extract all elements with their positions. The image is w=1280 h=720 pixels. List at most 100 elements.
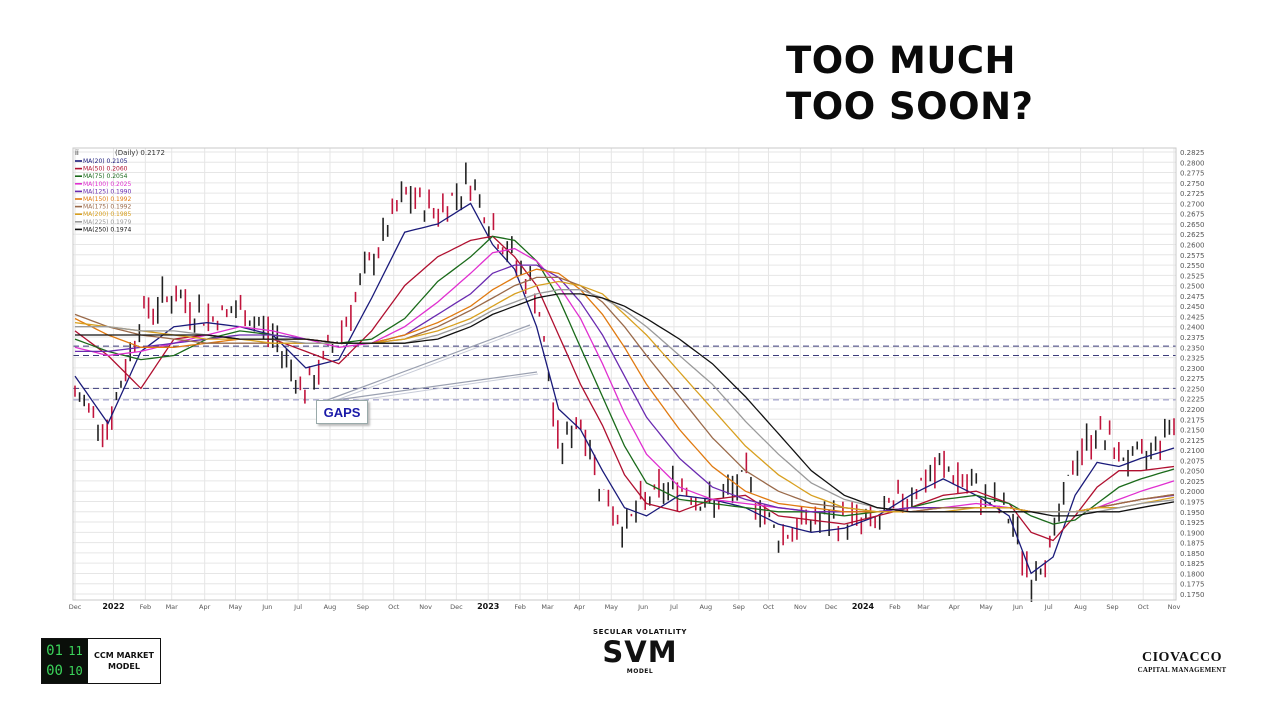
x-tick-label: Nov bbox=[794, 603, 807, 611]
x-tick-label: Jun bbox=[261, 603, 272, 611]
x-tick-label: Jul bbox=[293, 603, 302, 611]
y-tick-label: 0.1775 bbox=[1180, 581, 1205, 589]
ma-line-ma100 bbox=[74, 247, 1175, 513]
plot-frame bbox=[72, 147, 1177, 601]
y-tick-label: 0.2100 bbox=[1180, 447, 1205, 455]
ma-line-ma20 bbox=[74, 202, 1175, 575]
y-tick-label: 0.2825 bbox=[1180, 149, 1205, 157]
y-tick-label: 0.2775 bbox=[1180, 170, 1205, 178]
chart-canvas: 0.2825 0.2800 0.2775 0.2750 0.2725 0.2700 0.26… bbox=[69, 147, 1205, 611]
x-tick-label: Oct bbox=[1138, 603, 1150, 611]
y-tick-label: 0.1800 bbox=[1180, 570, 1205, 578]
y-tick-label: 0.2450 bbox=[1180, 303, 1205, 311]
svm-logo: SECULAR VOLATILITY SVM MODEL bbox=[580, 628, 700, 675]
x-tick-label: Dec bbox=[69, 603, 82, 611]
y-tick-label: 0.1925 bbox=[1180, 519, 1205, 527]
ma-line-ma175 bbox=[74, 276, 1175, 513]
brand-tagline: CAPITAL MANAGEMENT bbox=[1137, 666, 1227, 674]
ma-line-ma250 bbox=[75, 293, 1175, 517]
binary-digits-icon: 01 11 00 10 bbox=[42, 639, 88, 683]
y-tick-label: 0.1875 bbox=[1180, 540, 1205, 548]
x-tick-label: Aug bbox=[1074, 603, 1087, 611]
legend-entry: MA(150) 0.1992 bbox=[83, 196, 131, 203]
y-tick-label: 0.2200 bbox=[1180, 406, 1205, 414]
x-tick-label: Mar bbox=[917, 603, 930, 611]
price-chart: 0.2825 0.2800 0.2775 0.2750 0.2725 0.2700 0.26… bbox=[60, 140, 1220, 620]
y-tick-label: 0.2050 bbox=[1180, 468, 1205, 476]
y-tick-label: 0.2425 bbox=[1180, 313, 1205, 321]
chart-title: (Daily) 0.2172 bbox=[115, 149, 165, 157]
y-tick-label: 0.2800 bbox=[1180, 159, 1205, 167]
y-tick-label: 0.1750 bbox=[1180, 591, 1205, 599]
x-tick-label: May bbox=[229, 603, 243, 611]
y-tick-label: 0.2000 bbox=[1180, 488, 1205, 496]
legend-entry: MA(100) 0.2025 bbox=[83, 181, 131, 188]
moving-average-lines bbox=[74, 202, 1175, 575]
x-tick-label: May bbox=[979, 603, 993, 611]
x-tick-label: Sep bbox=[357, 603, 369, 611]
y-tick-label: 0.1825 bbox=[1180, 560, 1205, 568]
y-tick-label: 0.2750 bbox=[1180, 180, 1205, 188]
gaps-annotation: GAPS bbox=[316, 400, 368, 424]
legend-entry: MA(250) 0.1974 bbox=[83, 226, 131, 233]
y-tick-label: 0.2700 bbox=[1180, 200, 1205, 208]
y-axis-labels: 0.2825 0.2800 0.2775 0.2750 0.2725 0.2700 0.26… bbox=[1180, 149, 1205, 599]
x-tick-label: Sep bbox=[733, 603, 745, 611]
y-tick-label: 0.2175 bbox=[1180, 416, 1205, 424]
x-tick-label: Feb bbox=[140, 603, 152, 611]
x-tick-label: May bbox=[605, 603, 619, 611]
svm-caption: MODEL bbox=[626, 668, 654, 675]
legend-entry: MA(200) 0.1985 bbox=[83, 211, 131, 218]
x-tick-label: 2023 bbox=[477, 602, 499, 611]
y-tick-label: 0.2400 bbox=[1180, 324, 1205, 332]
x-tick-label: Apr bbox=[574, 603, 586, 611]
ciovacco-brand: CIOVACCO CAPITAL MANAGEMENT bbox=[1132, 650, 1232, 674]
y-tick-label: 0.2475 bbox=[1180, 293, 1205, 301]
ma-line-ma200 bbox=[74, 280, 1175, 513]
svm-subtitle: SECULAR VOLATILITY bbox=[592, 628, 688, 636]
y-tick-label: 0.2550 bbox=[1180, 262, 1205, 270]
x-tick-label: Feb bbox=[514, 603, 526, 611]
x-tick-label: Sep bbox=[1106, 603, 1118, 611]
x-tick-label: Aug bbox=[324, 603, 337, 611]
y-tick-label: 0.1975 bbox=[1180, 498, 1205, 506]
x-axis-labels: Dec 2022 Feb Mar Apr May Jun Jul Aug Sep Oct Nov Dec… bbox=[69, 602, 1181, 611]
x-tick-label: Jun bbox=[637, 603, 648, 611]
y-tick-label: 0.2675 bbox=[1180, 211, 1205, 219]
x-tick-label: Feb bbox=[889, 603, 901, 611]
headline: TOO MUCH TOO SOON? bbox=[786, 38, 1034, 130]
x-tick-label: Oct bbox=[388, 603, 400, 611]
x-tick-label: Dec bbox=[450, 603, 463, 611]
x-tick-label: Jun bbox=[1012, 603, 1023, 611]
y-tick-label: 0.2150 bbox=[1180, 427, 1205, 435]
chart-grid bbox=[73, 148, 1176, 600]
x-tick-label: Nov bbox=[1168, 603, 1181, 611]
brand-name: CIOVACCO bbox=[1142, 650, 1222, 665]
y-tick-label: 0.2575 bbox=[1180, 252, 1205, 260]
x-tick-label: 2024 bbox=[852, 602, 875, 611]
ma-line-ma75 bbox=[74, 235, 1175, 525]
y-tick-label: 0.2325 bbox=[1180, 355, 1205, 363]
x-tick-label: Aug bbox=[699, 603, 712, 611]
legend-entry: MA(225) 0.1979 bbox=[83, 219, 131, 226]
legend-entry: MA(175) 0.1992 bbox=[83, 204, 131, 211]
y-tick-label: 0.2300 bbox=[1180, 365, 1205, 373]
ccm-market-model-logo: 01 11 00 10 CCM MARKET MODEL bbox=[41, 638, 161, 684]
y-tick-label: 0.2500 bbox=[1180, 283, 1205, 291]
legend-entry: MA(50) 0.2060 bbox=[83, 166, 128, 173]
reference-lines bbox=[73, 345, 1176, 401]
y-tick-label: 0.1900 bbox=[1180, 529, 1205, 537]
y-tick-label: 0.1850 bbox=[1180, 550, 1205, 558]
y-tick-label: 0.2025 bbox=[1180, 478, 1205, 486]
x-tick-label: Nov bbox=[419, 603, 432, 611]
x-tick-label: Mar bbox=[541, 603, 554, 611]
x-tick-label: Dec bbox=[825, 603, 838, 611]
legend-entry: MA(75) 0.2054 bbox=[83, 173, 128, 180]
gap-callout-arrows bbox=[321, 324, 539, 406]
x-tick-label: Oct bbox=[763, 603, 775, 611]
x-tick-label: Jul bbox=[669, 603, 678, 611]
y-tick-label: 0.2375 bbox=[1180, 334, 1205, 342]
y-tick-label: 0.1950 bbox=[1180, 509, 1205, 517]
y-tick-label: 0.2600 bbox=[1180, 242, 1205, 250]
